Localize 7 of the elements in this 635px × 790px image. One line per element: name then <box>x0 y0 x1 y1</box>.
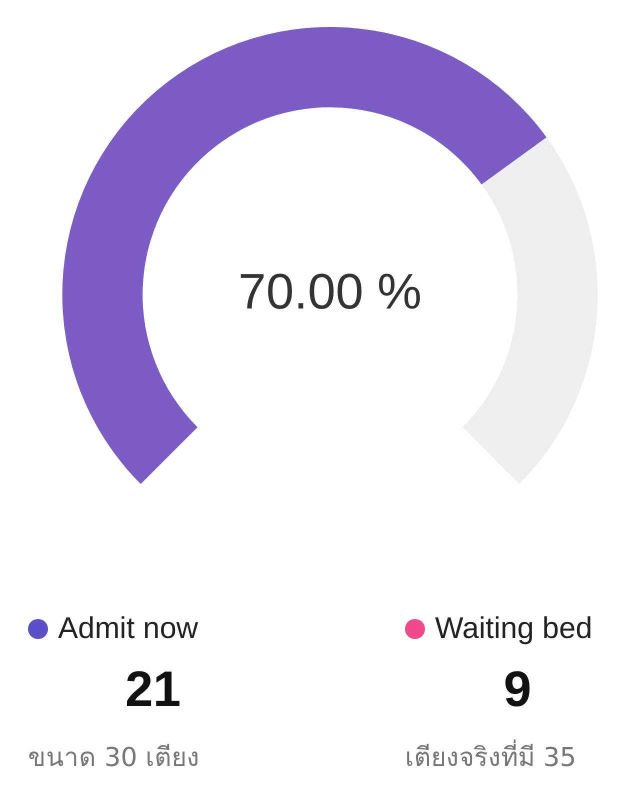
text: 70.00 % <box>238 263 422 320</box>
text: Admit now <box>58 612 198 646</box>
text: ขนาด 30 เตียง <box>28 742 201 775</box>
text: 21 <box>124 660 182 718</box>
text: 9 <box>502 660 532 718</box>
text: เตียงจริงที่มี 35 <box>405 738 578 775</box>
text: Waiting bed <box>435 612 592 646</box>
